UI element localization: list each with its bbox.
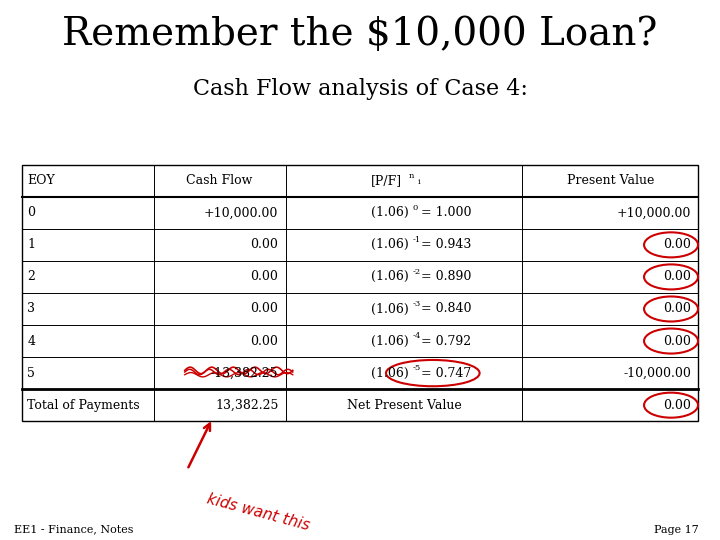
Text: Remember the $10,000 Loan?: Remember the $10,000 Loan? [63, 16, 657, 53]
Text: 0.00: 0.00 [251, 302, 279, 315]
Text: 0.00: 0.00 [251, 335, 279, 348]
Text: -4: -4 [413, 332, 421, 340]
Text: 0: 0 [413, 204, 418, 212]
Text: (1.06): (1.06) [371, 367, 408, 380]
Text: (1.06): (1.06) [371, 302, 408, 315]
Text: -5: -5 [413, 364, 421, 372]
Text: = 0.747: = 0.747 [417, 367, 471, 380]
Text: 0.00: 0.00 [663, 335, 691, 348]
Text: Total of Payments: Total of Payments [27, 399, 140, 411]
Text: (1.06): (1.06) [371, 335, 408, 348]
Text: 3: 3 [27, 302, 35, 315]
Text: Net Present Value: Net Present Value [346, 399, 462, 411]
Text: (1.06): (1.06) [371, 271, 408, 284]
Text: = 0.943: = 0.943 [417, 238, 472, 251]
Text: Cash Flow: Cash Flow [186, 174, 253, 187]
Text: 0: 0 [27, 206, 35, 219]
Text: -3: -3 [413, 300, 421, 308]
Text: 2: 2 [27, 271, 35, 284]
Text: = 1.000: = 1.000 [417, 206, 472, 219]
Text: 0.00: 0.00 [251, 271, 279, 284]
Text: 4: 4 [27, 335, 35, 348]
Text: -2: -2 [413, 268, 420, 276]
Text: 0.00: 0.00 [663, 302, 691, 315]
Text: 1: 1 [27, 238, 35, 251]
Text: 5: 5 [27, 367, 35, 380]
Text: -10,000.00: -10,000.00 [624, 367, 691, 380]
Text: +10,000.00: +10,000.00 [204, 206, 279, 219]
Text: -1: -1 [413, 236, 421, 244]
Text: [P/F]: [P/F] [370, 174, 402, 187]
Text: kids want this: kids want this [205, 491, 311, 534]
Text: Present Value: Present Value [567, 174, 654, 187]
Text: -13,382.25: -13,382.25 [211, 367, 279, 380]
Text: i: i [418, 178, 420, 186]
Text: EOY: EOY [27, 174, 55, 187]
Text: Cash Flow analysis of Case 4:: Cash Flow analysis of Case 4: [192, 78, 528, 100]
Text: +10,000.00: +10,000.00 [617, 206, 691, 219]
Text: 13,382.25: 13,382.25 [215, 399, 279, 411]
Text: 0.00: 0.00 [663, 271, 691, 284]
Text: = 0.792: = 0.792 [417, 335, 471, 348]
Text: 0.00: 0.00 [251, 238, 279, 251]
Text: 0.00: 0.00 [663, 238, 691, 251]
Text: 0.00: 0.00 [663, 399, 691, 411]
Text: EE1 - Finance, Notes: EE1 - Finance, Notes [14, 524, 134, 535]
Text: = 0.890: = 0.890 [417, 271, 472, 284]
Text: Page 17: Page 17 [654, 524, 698, 535]
Text: (1.06): (1.06) [371, 238, 408, 251]
Text: = 0.840: = 0.840 [417, 302, 472, 315]
Text: (1.06): (1.06) [371, 206, 408, 219]
Text: n: n [409, 172, 415, 180]
